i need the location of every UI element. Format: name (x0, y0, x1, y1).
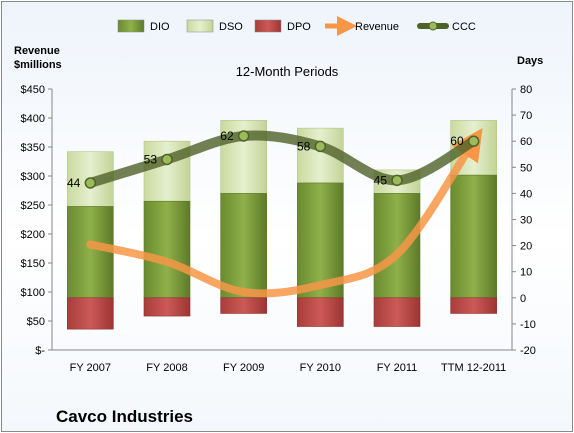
ccc-data-label: 44 (67, 176, 81, 190)
left-axis-tick-label: $300 (21, 171, 45, 183)
ccc-data-label: 53 (144, 152, 158, 166)
ccc-point (237, 130, 250, 142)
ccc-data-label: 58 (297, 139, 311, 153)
left-axis-tick-label: $350 (21, 142, 45, 154)
left-axis-tick-label: $450 (21, 84, 45, 96)
ccc-point (84, 177, 97, 189)
left-axis-label-line2: $millions (14, 59, 62, 71)
legend-marker-ccc (428, 21, 438, 31)
legend-swatch-dso (186, 19, 214, 33)
left-axis-label-line1: Revenue (14, 45, 60, 57)
x-axis-tick-label: FY 2008 (146, 362, 187, 374)
right-axis: -20 -10 0 10 20 30 40 50 60 70 80 (512, 84, 536, 357)
ccc-data-label: 60 (450, 134, 464, 148)
bars-layer (67, 120, 497, 330)
chart-title: 12-Month Periods (236, 64, 339, 79)
legend-label-dpo: DPO (287, 21, 311, 33)
legend-label-dso: DSO (219, 21, 243, 33)
legend-swatch-dio (117, 19, 145, 33)
dpo-bar (450, 297, 497, 314)
right-axis-tick-label: -20 (520, 345, 536, 357)
x-axis-ticks: FY 2007 FY 2008 FY 2009 FY 2010 FY 2011 TTM 1… (70, 362, 507, 374)
left-axis-tick-label: $- (35, 345, 45, 357)
right-axis-label: Days (517, 55, 543, 67)
legend-swatch-dpo (254, 19, 282, 33)
dio-bar (220, 193, 267, 299)
legend-label-ccc: CCC (452, 21, 476, 33)
left-axis-tick-label: $150 (21, 258, 45, 270)
legend-label-dio: DIO (150, 21, 170, 33)
dpo-bar (297, 297, 344, 327)
dio-bar (450, 174, 497, 299)
right-axis-tick-label: 60 (520, 136, 532, 148)
revenue-line (86, 127, 483, 298)
dpo-bar (373, 297, 421, 327)
x-axis-tick-label: FY 2010 (300, 362, 341, 374)
right-axis-tick-label: 10 (520, 267, 532, 279)
ccc-data-label: 45 (374, 173, 388, 187)
right-axis-tick-label: 0 (520, 293, 526, 305)
right-axis-tick-label: 20 (520, 241, 532, 253)
dpo-bar (67, 297, 114, 330)
left-axis-tick-label: $200 (21, 229, 45, 241)
dpo-bar (143, 297, 191, 317)
ccc-point (314, 140, 327, 153)
right-axis-tick-label: 30 (520, 215, 532, 227)
ccc-point (467, 135, 480, 147)
legend: DIO DSO DPO Revenue CCC (117, 16, 476, 36)
left-axis-tick-label: $100 (21, 287, 45, 299)
left-axis-tick-label: $250 (21, 200, 45, 212)
left-axis-tick-label: $50 (27, 316, 45, 328)
left-axis: $- $50 $100 $150 $200 $250 $300 $350 $400 $450 (21, 84, 52, 357)
right-axis-tick-label: 80 (520, 84, 532, 96)
ccc-point (161, 153, 173, 166)
left-axis-tick-label: $400 (21, 113, 45, 125)
ccc-series: 44 53 62 58 45 60 (67, 129, 480, 190)
ccc-data-label: 62 (220, 129, 234, 143)
x-axis-tick-label: FY 2009 (223, 362, 264, 374)
revenue-series (86, 127, 483, 298)
company-name: Cavco Industries (56, 407, 193, 426)
right-axis-tick-label: 70 (520, 110, 532, 122)
dio-bar (373, 193, 421, 299)
x-axis-tick-label: TTM 12-2011 (441, 362, 506, 374)
x-axis-tick-label: FY 2011 (377, 362, 418, 374)
dpo-bar (220, 297, 267, 314)
dio-bar (67, 206, 114, 299)
legend-label-revenue: Revenue (355, 21, 399, 33)
ccc-point (391, 174, 403, 187)
dio-bar (143, 200, 191, 299)
right-axis-tick-label: 50 (520, 162, 532, 174)
x-axis-tick-label: FY 2007 (70, 362, 111, 374)
right-axis-tick-label: 40 (520, 188, 532, 200)
right-axis-tick-label: -10 (520, 319, 536, 331)
